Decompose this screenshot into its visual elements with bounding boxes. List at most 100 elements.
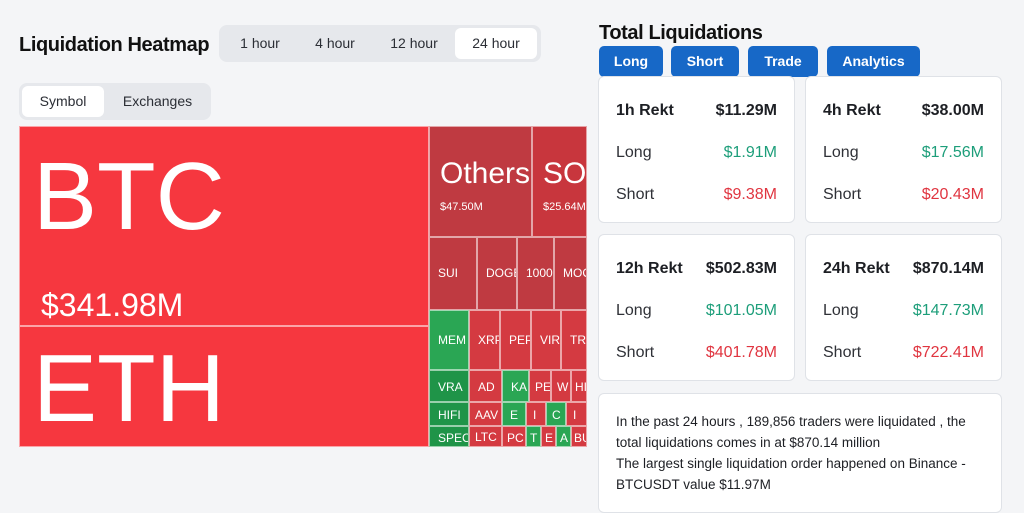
tab-short[interactable]: Short	[671, 46, 739, 77]
tile-symbol: SPEC	[438, 431, 469, 445]
heatmap-tile-bu[interactable]: BU	[571, 426, 587, 447]
tile-symbol: KA	[511, 380, 528, 394]
tab-long[interactable]: Long	[599, 46, 663, 77]
heatmap-tile-ad[interactable]: AD	[469, 370, 502, 402]
timeframe-12h[interactable]: 12 hour	[390, 35, 438, 51]
timeframe-1h[interactable]: 1 hour	[240, 35, 280, 51]
long-label: Long	[823, 144, 859, 161]
tile-symbol: LTC	[475, 430, 497, 444]
heatmap-tile-c1[interactable]: C	[546, 402, 566, 426]
long-label: Long	[616, 144, 652, 161]
tile-symbol: SOL	[543, 157, 587, 190]
long-value: $1.91M	[723, 144, 777, 161]
tile-symbol: BTC	[33, 143, 225, 250]
rekt-card-12h: 12h Rekt $502.83M Long $101.05M Short $401.…	[598, 234, 795, 381]
heatmap-tile-tr[interactable]: TR	[561, 310, 587, 370]
long-label: Long	[616, 302, 652, 319]
tile-symbol: C	[552, 408, 561, 422]
rekt-card-24h: 24h Rekt $870.14M Long $147.73M Short $722.…	[805, 234, 1002, 381]
liquidations-title: Total Liquidations	[599, 22, 763, 44]
tile-symbol: HI	[575, 380, 587, 394]
heatmap-tile-t1[interactable]: T	[526, 426, 541, 447]
heatmap-tile-i1[interactable]: I	[526, 402, 546, 426]
short-label: Short	[616, 186, 655, 203]
card-label: 1h Rekt	[616, 102, 674, 119]
long-label: Long	[823, 302, 859, 319]
short-label: Short	[823, 186, 862, 203]
tile-value: $25.64M	[543, 201, 586, 213]
heatmap-tile-mem[interactable]: MEM	[429, 310, 469, 370]
short-value: $9.38M	[723, 186, 777, 203]
heatmap-tile-sol[interactable]: SOL $25.64M	[532, 126, 587, 237]
tile-symbol: Others	[440, 157, 531, 190]
timeframe-24h[interactable]: 24 hour	[455, 28, 537, 59]
heatmap-tile-spec[interactable]: SPEC	[429, 426, 469, 447]
heatmap-tile-ka[interactable]: KA	[502, 370, 529, 402]
tile-symbol: AD	[478, 380, 495, 394]
tile-value: $341.98M	[41, 287, 184, 323]
card-total: $502.83M	[705, 260, 777, 277]
view-selector: Symbol Exchanges	[19, 83, 211, 120]
heatmap-tile-w[interactable]: W	[551, 370, 571, 402]
heatmap-tile-hi[interactable]: HI	[571, 370, 587, 402]
card-label: 24h Rekt	[823, 260, 890, 277]
short-value: $401.78M	[705, 344, 777, 361]
heatmap-tile-xrp[interactable]: XRP	[469, 310, 500, 370]
tile-symbol: ETH	[33, 335, 225, 442]
view-symbol[interactable]: Symbol	[22, 86, 104, 117]
tile-value: $47.50M	[440, 201, 483, 213]
heatmap-tile-eth[interactable]: ETH	[19, 326, 429, 447]
card-total: $870.14M	[912, 260, 984, 277]
tile-symbol: DOGE	[486, 266, 516, 280]
tile-symbol: W	[557, 380, 569, 394]
summary-line-1: In the past 24 hours , 189,856 traders w…	[616, 414, 966, 450]
heatmap-tile-others[interactable]: Others $47.50M	[429, 126, 532, 237]
tile-symbol: TR	[570, 333, 586, 347]
long-value: $101.05M	[705, 302, 777, 319]
heatmap-tile-doge[interactable]: DOGE	[477, 237, 517, 310]
short-label: Short	[616, 344, 655, 361]
heatmap-tile-aav[interactable]: AAV	[469, 402, 502, 426]
heatmap-tile-btc[interactable]: BTC $341.98M	[19, 126, 429, 326]
heatmap-tile-a1[interactable]: A	[556, 426, 571, 447]
tab-trade[interactable]: Trade	[748, 46, 818, 77]
summary-line-2: The largest single liquidation order hap…	[616, 456, 966, 492]
tile-symbol: A	[560, 431, 569, 445]
tile-symbol: MEM	[438, 333, 466, 347]
tile-symbol: I	[573, 408, 577, 422]
heatmap-tile-e2[interactable]: E	[541, 426, 556, 447]
heatmap-tile-pep[interactable]: PEP	[500, 310, 531, 370]
heatmap-tile-ltc[interactable]: LTC	[469, 426, 502, 447]
timeframe-4h[interactable]: 4 hour	[315, 35, 355, 51]
heatmap-tile-1000[interactable]: 1000	[517, 237, 554, 310]
timeframe-selector: 1 hour 4 hour 12 hour 24 hour	[219, 25, 541, 62]
heatmap-tile-pe[interactable]: PE	[529, 370, 551, 402]
heatmap-tile-vra[interactable]: VRA	[429, 370, 469, 402]
tile-symbol: HIFI	[438, 408, 461, 422]
tile-symbol: MOO	[563, 266, 586, 280]
heatmap-tile-pc[interactable]: PC	[502, 426, 526, 447]
tile-symbol: XRP	[478, 333, 499, 347]
short-value: $20.43M	[921, 186, 984, 203]
short-value: $722.41M	[912, 344, 984, 361]
tile-symbol: PEP	[509, 333, 531, 347]
tab-analytics[interactable]: Analytics	[827, 46, 920, 77]
rekt-card-4h: 4h Rekt $38.00M Long $17.56M Short $20.43M	[805, 76, 1002, 223]
heatmap-tile-e1[interactable]: E	[502, 402, 526, 426]
card-label: 12h Rekt	[616, 260, 683, 277]
tile-symbol: E	[545, 431, 554, 445]
card-total: $11.29M	[715, 102, 777, 119]
heatmap-tile-hifi[interactable]: HIFI	[429, 402, 469, 426]
tile-symbol: E	[510, 408, 519, 422]
heatmap-tile-sui[interactable]: SUI	[429, 237, 477, 310]
long-value: $17.56M	[921, 144, 984, 161]
tile-symbol: SUI	[438, 266, 459, 280]
tile-symbol: 1000	[526, 266, 553, 280]
tile-symbol: I	[533, 408, 537, 422]
tile-symbol: PC	[507, 431, 524, 445]
tile-symbol: PE	[535, 380, 551, 394]
view-exchanges[interactable]: Exchanges	[122, 93, 193, 109]
heatmap-tile-moo[interactable]: MOO	[554, 237, 587, 310]
heatmap-tile-i2[interactable]: I	[566, 402, 587, 426]
heatmap-tile-vir[interactable]: VIR	[531, 310, 561, 370]
